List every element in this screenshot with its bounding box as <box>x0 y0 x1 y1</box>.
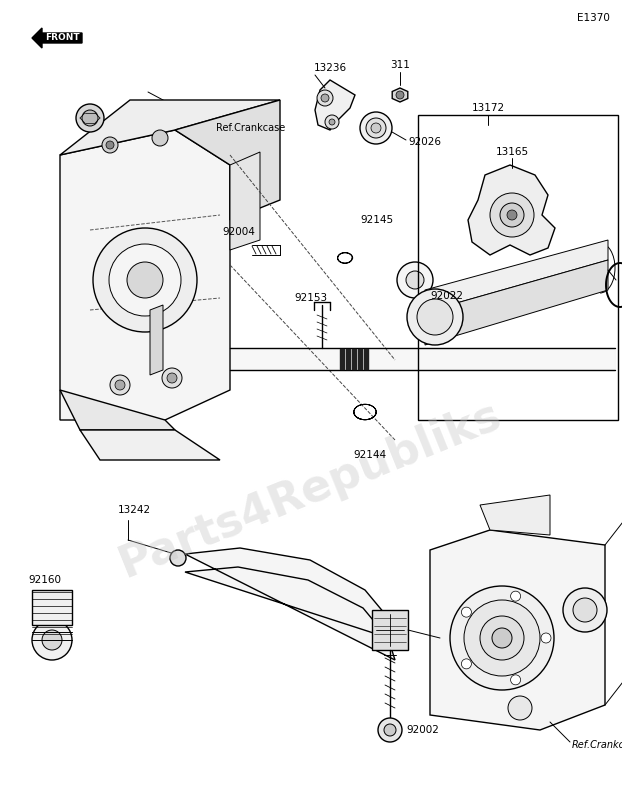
Circle shape <box>492 628 512 648</box>
Circle shape <box>397 262 433 298</box>
Circle shape <box>321 94 329 102</box>
Polygon shape <box>425 260 608 345</box>
Circle shape <box>384 724 396 736</box>
Text: 13172: 13172 <box>471 103 504 113</box>
Circle shape <box>508 696 532 720</box>
Circle shape <box>366 118 386 138</box>
Text: Ref.Crankcase: Ref.Crankcase <box>216 123 285 133</box>
Text: 92153: 92153 <box>294 293 327 303</box>
Polygon shape <box>175 100 280 220</box>
Circle shape <box>511 675 521 685</box>
Polygon shape <box>32 590 72 625</box>
Circle shape <box>127 262 163 298</box>
Polygon shape <box>425 240 608 312</box>
Text: 92026: 92026 <box>408 137 441 147</box>
Text: 92144: 92144 <box>353 450 386 460</box>
Text: 92022: 92022 <box>430 291 463 301</box>
Text: Parts4Republiks: Parts4Republiks <box>113 394 508 586</box>
Circle shape <box>450 586 554 690</box>
Circle shape <box>109 244 181 316</box>
Circle shape <box>507 210 517 220</box>
Circle shape <box>102 137 118 153</box>
Polygon shape <box>60 130 230 420</box>
Text: 92002: 92002 <box>406 725 439 735</box>
Text: 92004: 92004 <box>222 227 255 237</box>
Circle shape <box>317 90 333 106</box>
Circle shape <box>162 368 182 388</box>
Circle shape <box>396 91 404 99</box>
Text: E1370: E1370 <box>577 13 610 23</box>
Circle shape <box>360 112 392 144</box>
Circle shape <box>563 588 607 632</box>
Polygon shape <box>80 430 220 460</box>
Circle shape <box>329 119 335 125</box>
Circle shape <box>406 271 424 289</box>
Circle shape <box>167 373 177 383</box>
Text: 13165: 13165 <box>496 147 529 157</box>
Circle shape <box>371 123 381 133</box>
Polygon shape <box>315 80 355 130</box>
Circle shape <box>110 375 130 395</box>
Polygon shape <box>60 100 280 155</box>
Polygon shape <box>430 530 605 730</box>
Circle shape <box>511 591 521 601</box>
Circle shape <box>500 203 524 227</box>
Text: 92145: 92145 <box>360 215 393 225</box>
Circle shape <box>152 130 168 146</box>
Circle shape <box>464 600 540 676</box>
Circle shape <box>106 141 114 149</box>
Circle shape <box>480 616 524 660</box>
Circle shape <box>82 110 98 126</box>
Text: 311: 311 <box>390 60 410 70</box>
Text: Ref.Crankcase: Ref.Crankcase <box>572 740 622 750</box>
Circle shape <box>115 380 125 390</box>
Polygon shape <box>150 305 163 375</box>
Circle shape <box>93 228 197 332</box>
Circle shape <box>462 659 471 669</box>
Circle shape <box>541 633 551 643</box>
Polygon shape <box>60 390 175 430</box>
Text: 13242: 13242 <box>118 505 151 515</box>
Polygon shape <box>480 495 550 535</box>
Polygon shape <box>32 28 82 48</box>
Circle shape <box>462 607 471 617</box>
Circle shape <box>490 193 534 237</box>
Circle shape <box>32 620 72 660</box>
Circle shape <box>170 550 186 566</box>
Polygon shape <box>372 610 408 650</box>
Circle shape <box>76 104 104 132</box>
Polygon shape <box>468 165 555 255</box>
Text: FRONT: FRONT <box>45 34 80 42</box>
Circle shape <box>378 718 402 742</box>
Circle shape <box>417 299 453 335</box>
Polygon shape <box>185 548 395 660</box>
Polygon shape <box>392 88 408 102</box>
Text: 92160: 92160 <box>28 575 61 585</box>
Polygon shape <box>230 152 260 250</box>
Circle shape <box>573 598 597 622</box>
Circle shape <box>407 289 463 345</box>
Circle shape <box>42 630 62 650</box>
Circle shape <box>325 115 339 129</box>
Text: 13236: 13236 <box>314 63 347 73</box>
